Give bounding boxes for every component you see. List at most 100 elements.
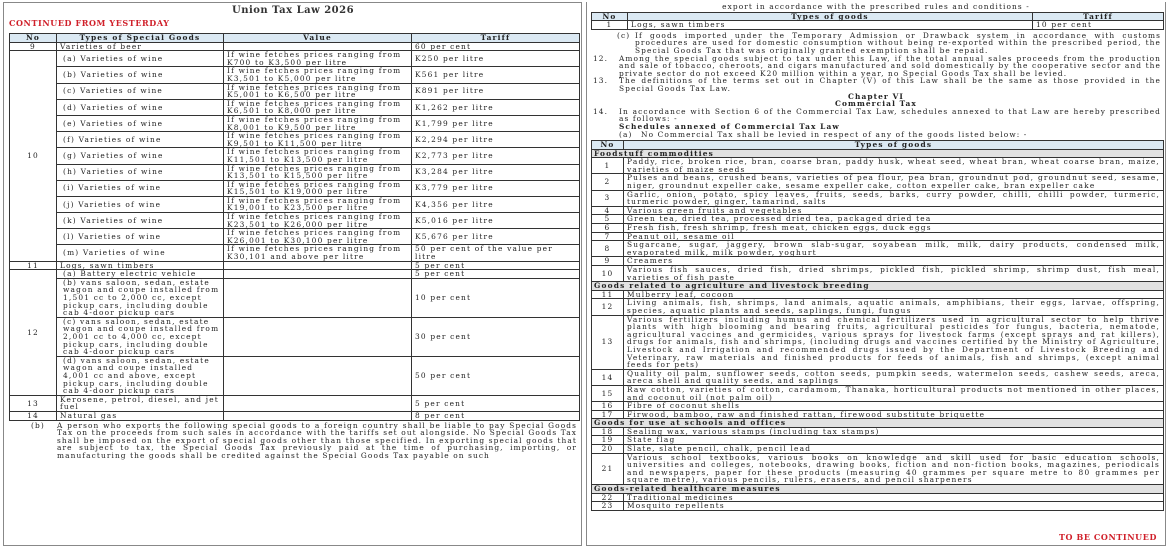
- special-goods-table: No Types of Special Goods Value Tariff 9…: [9, 33, 580, 421]
- row-tariff: 8 per cent: [411, 410, 580, 421]
- row-no: 20: [591, 444, 624, 454]
- row-tariff: K891 per litre: [411, 82, 580, 100]
- paragraph-label: (a): [619, 129, 633, 139]
- schedules-heading: Schedules annexed of Commercial Tax Law: [619, 121, 840, 131]
- row-goods: Quality oil palm, sunflower seeds, cotto…: [623, 368, 1164, 386]
- row-no: 1: [591, 20, 628, 30]
- row-goods: Sugarcane, sugar, jaggery, brown slab-su…: [623, 240, 1164, 258]
- row-value: [223, 355, 412, 396]
- table-row: 1 Logs, sawn timbers 10 per cent: [591, 20, 1164, 30]
- row-goods: Mosquito repellents: [623, 501, 1164, 511]
- row-no: 10: [9, 50, 57, 262]
- table-row: 20 Slate, slate pencil, chalk, pencil lea…: [591, 444, 1164, 454]
- table-row: 21 Various school textbooks, various book…: [591, 452, 1164, 486]
- header-tariff: Tariff: [1032, 11, 1164, 22]
- row-tariff: 5 per cent: [411, 269, 580, 279]
- row-goods: Various fertilizers including humus and …: [623, 314, 1164, 370]
- row-goods: (j) Varieties of wine: [56, 195, 224, 214]
- paragraph-text: The definitions of the terms set out in …: [619, 76, 1161, 93]
- row-tariff: K561 per litre: [411, 66, 580, 84]
- row-no: 14: [591, 368, 624, 386]
- row-goods: (d) Varieties of wine: [56, 98, 224, 116]
- paragraph-text: No Commercial Tax shall be levied in res…: [641, 129, 1028, 139]
- row-value: [223, 269, 412, 279]
- category-row: Goods-related healthcare measures: [591, 484, 1164, 494]
- paragraph-a: (a) No Commercial Tax shall be levied in…: [619, 129, 1161, 139]
- row-goods: (c) Varieties of wine: [56, 82, 224, 100]
- row-tariff: K5,676 per litre: [411, 228, 580, 246]
- row-goods: Garlic, onion, potato, spicy leaves, fru…: [623, 189, 1164, 207]
- row-no: 16: [591, 401, 624, 411]
- row-no: 23: [591, 501, 624, 511]
- row-value: If wine fetches prices ranging from K30,…: [223, 244, 412, 262]
- table-row: (l) Varieties of wine If wine fetches pri…: [10, 228, 580, 246]
- row-goods: (f) Varieties of wine: [56, 131, 224, 149]
- row-tariff: 30 per cent: [411, 316, 580, 357]
- table-row: 12 Living animals, fish, shrimps, land an…: [591, 298, 1164, 316]
- row-tariff: 10 per cent: [411, 277, 580, 318]
- table-row: 16 Fibre of coconut shells: [591, 401, 1164, 411]
- table-row: (c) Varieties of wine If wine fetches pri…: [10, 82, 580, 100]
- table-row: 14 Natural gas 8 per cent: [9, 410, 580, 421]
- header-no: No: [591, 140, 624, 150]
- row-no: 15: [591, 384, 624, 403]
- row-goods: Living animals, fish, shrimps, land anim…: [623, 298, 1164, 316]
- row-goods: (a) Varieties of wine: [56, 50, 224, 68]
- row-value: If wine fetches prices ranging from K13,…: [223, 163, 412, 181]
- table-row: 14 Quality oil palm, sunflower seeds, cot…: [591, 368, 1164, 386]
- chapter-heading: Chapter VI: [848, 91, 904, 101]
- paragraph-label: 12.: [593, 53, 609, 63]
- row-value: If wine fetches prices ranging from K700…: [223, 50, 412, 68]
- row-no: 3: [591, 189, 624, 207]
- row-no: 12: [9, 269, 57, 396]
- row-goods: (k) Varieties of wine: [56, 212, 224, 230]
- right-column: export in accordance with the prescribed…: [586, 2, 1166, 546]
- row-goods: Natural gas: [56, 410, 224, 421]
- table-row: (i) Varieties of wine If wine fetches pri…: [10, 179, 580, 197]
- row-goods: (b) Varieties of wine: [56, 66, 224, 84]
- row-no: 10: [591, 264, 624, 283]
- table-row: 13 Various fertilizers including humus an…: [591, 314, 1164, 370]
- continued-label: CONTINUED FROM YESTERDAY: [9, 18, 170, 28]
- table-row: 10 Various fish sauces, dried fish, dried…: [591, 264, 1164, 283]
- header-goods: Types of goods: [623, 140, 1164, 150]
- paragraph-label: (b): [31, 420, 45, 430]
- table-row: (b) Varieties of wine If wine fetches pri…: [10, 66, 580, 84]
- table-row: 8 Sugarcane, sugar, jaggery, brown slab-s…: [591, 240, 1164, 258]
- table-row: 15 Raw cotton, varieties of cotton, carda…: [591, 384, 1164, 403]
- paragraph-text: Among the special goods subject to tax u…: [619, 53, 1161, 78]
- row-no: 7: [591, 231, 624, 242]
- category-label: Goods related to agriculture and livesto…: [591, 281, 1164, 291]
- row-goods: Kerosene, petrol, diesel, and jet fuel: [56, 394, 224, 412]
- row-goods: Varieties of beer: [56, 41, 224, 52]
- table-row: (b) vans saloon, sedan, estate wagon and…: [10, 277, 580, 318]
- paragraph-label: 13.: [593, 76, 609, 86]
- header-goods: Types of Special Goods: [56, 33, 224, 43]
- row-goods: (e) Varieties of wine: [56, 114, 224, 133]
- table-row: 2 Pulses and beans, crushed beans, variet…: [591, 173, 1164, 191]
- row-no: 13: [9, 394, 57, 412]
- row-no: 8: [591, 240, 624, 258]
- row-value: [223, 410, 412, 421]
- row-goods: Firwood, bamboo, raw and finished rattan…: [623, 409, 1164, 420]
- paragraph-b: (b) A person who exports the following s…: [31, 421, 577, 460]
- row-goods: (c) vans saloon, sedan, estate wagon and…: [56, 316, 224, 357]
- table-row: (d) Varieties of wine If wine fetches pri…: [10, 98, 580, 116]
- category-label: Goods-related healthcare measures: [591, 484, 1164, 494]
- row-value: If wine fetches prices ranging from K11,…: [223, 147, 412, 165]
- row-no: 14: [9, 410, 57, 421]
- chapter-title: Commercial Tax: [835, 99, 917, 109]
- row-goods: Sealing wax, various stamps (including t…: [623, 426, 1164, 437]
- table-row: (m) Varieties of wine If wine fetches pri…: [10, 244, 580, 262]
- row-goods: Paddy, rice, broken rice, bran, coarse b…: [623, 157, 1164, 175]
- table-row: (c) vans saloon, sedan, estate wagon and…: [10, 316, 580, 357]
- row-goods: Raw cotton, varieties of cotton, cardamo…: [623, 384, 1164, 403]
- row-value: If wine fetches prices ranging from K15,…: [223, 179, 412, 197]
- row-value: [223, 277, 412, 318]
- row-tariff: K1,262 per litre: [411, 98, 580, 116]
- commercial-tax-exempt-goods-table: No Types of goods Foodstuff commodities 1…: [591, 140, 1164, 511]
- paragraph-13: 13. The definitions of the terms set out…: [593, 76, 1161, 93]
- row-goods: Various fish sauces, dried fish, dried s…: [623, 264, 1164, 283]
- row-tariff: K250 per litre: [411, 50, 580, 68]
- to-be-continued-label: TO BE CONTINUED: [1058, 532, 1157, 542]
